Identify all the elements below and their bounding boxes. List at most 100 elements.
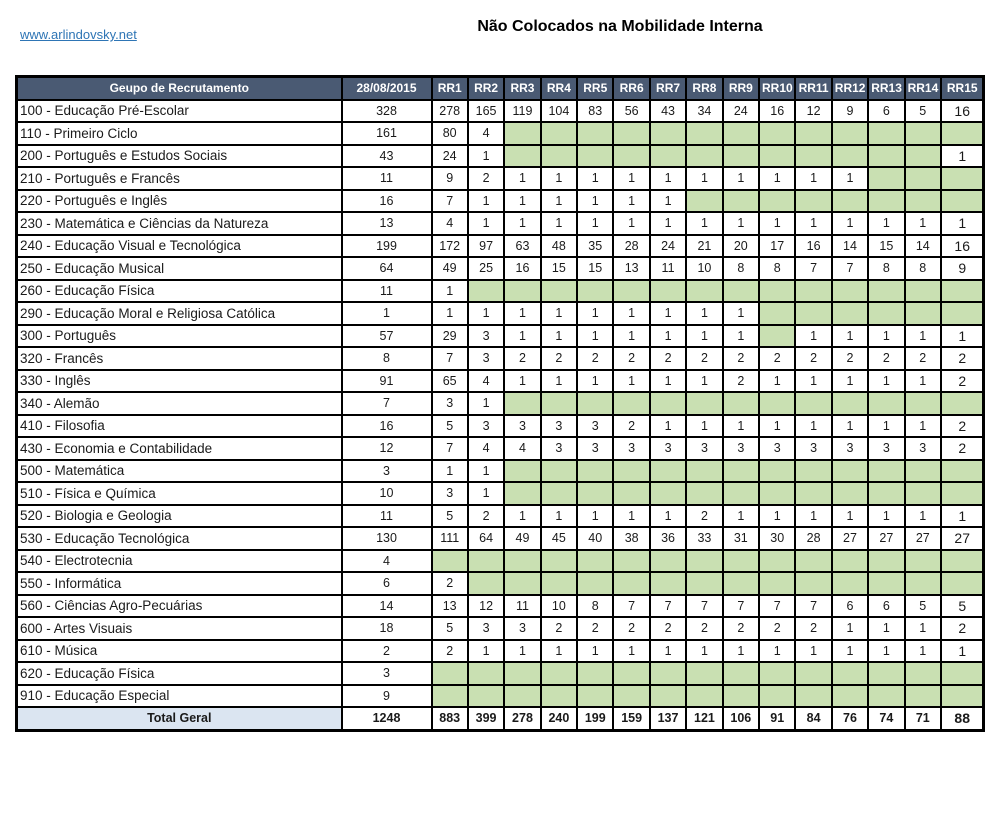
value-cell: 2 (612, 413, 651, 438)
empty-cell (939, 121, 985, 146)
empty-cell (539, 391, 579, 416)
empty-cell (430, 548, 469, 573)
empty-cell (503, 661, 542, 686)
value-cell: 1 (685, 413, 724, 438)
empty-cell (903, 301, 942, 326)
value-cell: 2 (685, 503, 724, 528)
value-cell: 1 (576, 503, 615, 528)
empty-cell (939, 166, 985, 191)
site-link[interactable]: www.arlindovsky.net (20, 27, 137, 42)
value-cell: 1 (576, 211, 615, 236)
value-cell: 2 (466, 166, 506, 191)
empty-cell (830, 458, 870, 483)
row-label: 290 - Educação Moral e Religiosa Católic… (15, 301, 343, 326)
value-cell: 21 (685, 233, 724, 258)
row-label: 200 - Português e Estudos Sociais (15, 143, 343, 168)
value-cell: 1 (612, 368, 651, 393)
table-row: 520 - Biologia e Geologia 11 5 2 1 1 1 1 1 2 1 1 1 1 1… (15, 503, 985, 528)
empty-cell (539, 683, 579, 708)
value-cell: 7 (830, 256, 870, 281)
empty-cell (867, 188, 906, 213)
empty-cell (685, 121, 724, 146)
empty-cell (648, 143, 688, 168)
value-cell: 1 (648, 166, 688, 191)
value-cell: 199 (340, 233, 433, 258)
value-cell: 1 (430, 301, 469, 326)
empty-cell (648, 683, 688, 708)
value-cell: 1 (466, 481, 506, 506)
value-cell: 1 (721, 301, 761, 326)
value-cell: 1 (867, 638, 906, 663)
empty-cell (539, 121, 579, 146)
empty-cell (612, 121, 651, 146)
value-cell: 1 (503, 301, 542, 326)
value-cell: 36 (648, 526, 688, 551)
empty-cell (648, 458, 688, 483)
value-cell: 2 (340, 638, 433, 663)
value-cell: 2 (721, 616, 761, 641)
value-cell: 1 (576, 323, 615, 348)
empty-cell (648, 391, 688, 416)
value-cell: 3 (685, 436, 724, 461)
value-cell: 2 (903, 346, 942, 371)
table-row: 300 - Português 57 29 3 1 1 1 1 1 1 1 1 1 1 1 1 (15, 323, 985, 348)
value-cell: 2 (721, 368, 761, 393)
empty-cell (830, 481, 870, 506)
column-header-rr7: RR7 (648, 75, 688, 101)
empty-cell (648, 548, 688, 573)
empty-cell (758, 661, 797, 686)
value-cell: 5 (903, 593, 942, 618)
empty-cell (576, 661, 615, 686)
empty-cell (648, 571, 688, 596)
value-cell: 15 (867, 233, 906, 258)
total-value: 84 (794, 706, 833, 731)
row-label: 330 - Inglês (15, 368, 343, 393)
empty-cell (685, 458, 724, 483)
table-row: 340 - Alemão 7 3 1 (15, 391, 985, 416)
empty-cell (648, 121, 688, 146)
column-header-rr8: RR8 (685, 75, 724, 101)
empty-cell (939, 661, 985, 686)
empty-cell (466, 683, 506, 708)
value-cell: 3 (340, 661, 433, 686)
value-cell: 27 (903, 526, 942, 551)
value-cell: 31 (721, 526, 761, 551)
value-cell: 8 (576, 593, 615, 618)
empty-cell (867, 683, 906, 708)
total-value: 883 (430, 706, 469, 731)
value-cell: 10 (340, 481, 433, 506)
value-cell: 7 (648, 593, 688, 618)
row-label: 610 - Música (15, 638, 343, 663)
value-cell: 3 (503, 616, 542, 641)
value-cell: 3 (576, 413, 615, 438)
empty-cell (685, 481, 724, 506)
value-cell: 1 (903, 323, 942, 348)
empty-cell (758, 391, 797, 416)
value-cell: 1 (648, 503, 688, 528)
value-cell: 2 (758, 616, 797, 641)
value-cell: 43 (648, 98, 688, 123)
value-cell: 1 (685, 638, 724, 663)
value-cell: 1 (685, 368, 724, 393)
value-cell: 1 (576, 638, 615, 663)
empty-cell (867, 458, 906, 483)
empty-cell (867, 301, 906, 326)
table-row: 290 - Educação Moral e Religiosa Católic… (15, 301, 985, 326)
total-value: 1248 (340, 706, 433, 731)
value-cell: 1 (466, 188, 506, 213)
empty-cell (939, 278, 985, 303)
empty-cell (794, 548, 833, 573)
empty-cell (867, 571, 906, 596)
empty-cell (721, 458, 761, 483)
value-cell: 27 (830, 526, 870, 551)
value-cell: 7 (612, 593, 651, 618)
empty-cell (721, 661, 761, 686)
table-row: 210 - Português e Francês 11 9 2 1 1 1 1 1 1 1 1 1 1 (15, 166, 985, 191)
value-cell: 9 (430, 166, 469, 191)
table-row: 560 - Ciências Agro-Pecuárias 14 13 12 11 10 8… (15, 593, 985, 618)
value-cell: 1 (830, 503, 870, 528)
empty-cell (794, 278, 833, 303)
value-cell: 2 (539, 616, 579, 641)
value-cell: 1 (612, 638, 651, 663)
row-label: 240 - Educação Visual e Tecnológica (15, 233, 343, 258)
